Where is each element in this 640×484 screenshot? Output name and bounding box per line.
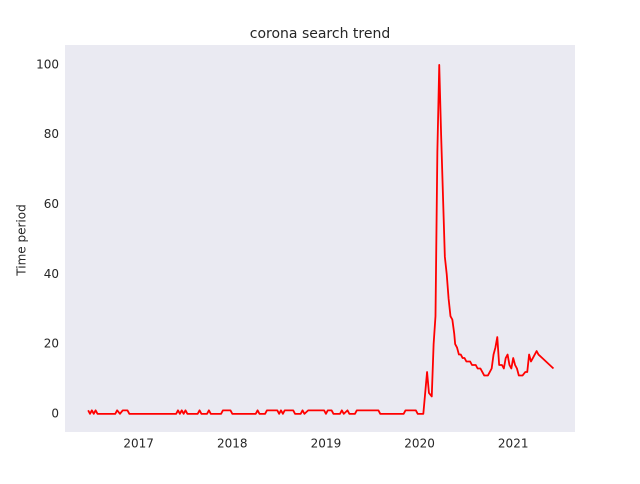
x-tick-label: 2021 bbox=[498, 437, 529, 451]
y-tick-label: 60 bbox=[44, 197, 59, 211]
data-line bbox=[87, 63, 555, 415]
y-tick-label: 20 bbox=[44, 337, 59, 351]
y-tick-label: 0 bbox=[51, 406, 59, 420]
y-tick-label: 40 bbox=[44, 267, 59, 281]
chart-title: corona search trend bbox=[250, 26, 390, 42]
x-tick-label: 2019 bbox=[311, 437, 342, 451]
plot-area bbox=[65, 45, 575, 432]
y-axis-label: Time period bbox=[15, 204, 29, 276]
y-tick-label: 80 bbox=[44, 127, 59, 141]
y-tick-label: 100 bbox=[36, 57, 59, 71]
x-tick-label: 2017 bbox=[123, 437, 154, 451]
x-tick-label: 2020 bbox=[404, 437, 435, 451]
x-tick-label: 2018 bbox=[217, 437, 248, 451]
